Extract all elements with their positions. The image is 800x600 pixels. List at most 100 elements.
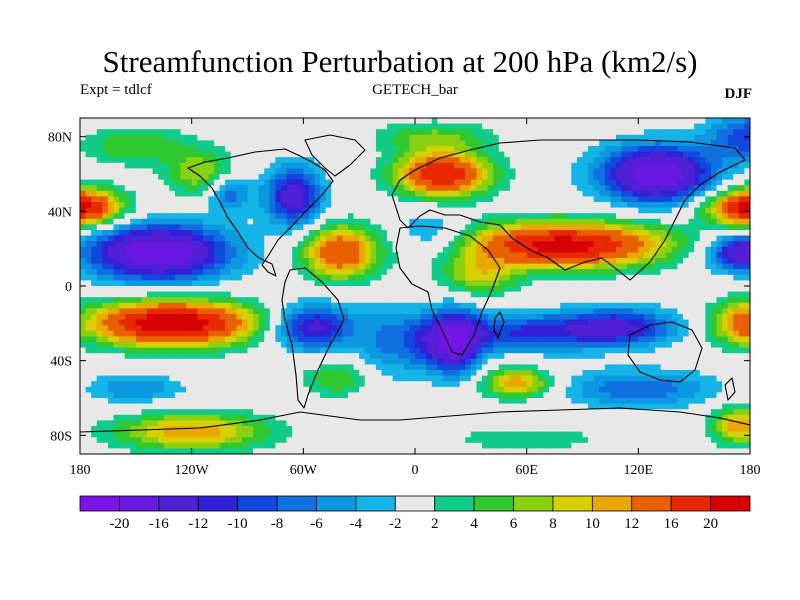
field-cell xyxy=(683,224,690,231)
field-cell xyxy=(576,319,584,326)
field-cell xyxy=(677,185,684,192)
field-cell xyxy=(666,325,673,332)
field-cell xyxy=(80,314,87,321)
field-cell xyxy=(348,134,355,141)
field-cell xyxy=(158,118,165,125)
field-cell xyxy=(454,224,461,231)
field-cell xyxy=(264,151,271,158)
field-cell xyxy=(504,314,511,321)
field-cell xyxy=(727,325,734,332)
field-cell xyxy=(415,342,422,349)
field-cell xyxy=(627,291,634,298)
field-cell xyxy=(135,129,143,136)
field-cell xyxy=(286,330,293,337)
field-cell xyxy=(476,196,483,203)
field-cell xyxy=(476,269,483,276)
field-cell xyxy=(716,230,723,237)
field-cell xyxy=(336,263,344,270)
field-cell xyxy=(275,302,282,309)
field-cell xyxy=(733,179,740,186)
field-cell xyxy=(727,336,734,343)
field-cell xyxy=(398,297,405,304)
field-cell xyxy=(275,319,282,326)
field-cell xyxy=(722,196,729,203)
field-cell xyxy=(275,202,282,209)
field-cell xyxy=(710,258,718,265)
field-cell xyxy=(141,123,148,130)
field-cell xyxy=(509,230,517,237)
field-cell xyxy=(275,269,282,276)
field-cell xyxy=(398,151,405,158)
field-cell xyxy=(476,319,483,326)
field-cell xyxy=(214,151,221,158)
field-cell xyxy=(247,168,254,175)
field-cell xyxy=(683,325,690,332)
field-cell xyxy=(537,174,545,181)
field-cell xyxy=(521,230,528,237)
field-cell xyxy=(152,342,159,349)
field-cell xyxy=(331,196,338,203)
field-cell xyxy=(420,224,427,231)
field-cell xyxy=(392,291,399,298)
field-cell xyxy=(470,269,478,276)
field-cell xyxy=(543,308,550,315)
field-cell xyxy=(515,241,522,248)
field-cell xyxy=(415,218,422,225)
field-cell xyxy=(526,308,533,315)
field-cell xyxy=(515,202,522,209)
field-cell xyxy=(186,202,193,209)
field-cell xyxy=(281,302,288,309)
field-cell xyxy=(571,174,578,181)
field-cell xyxy=(554,168,561,175)
field-cell xyxy=(415,230,422,237)
field-cell xyxy=(610,224,617,231)
field-cell xyxy=(147,252,154,259)
field-cell xyxy=(292,151,299,158)
field-cell xyxy=(269,202,277,209)
field-cell xyxy=(225,168,232,175)
field-cell xyxy=(621,207,628,214)
field-cell xyxy=(147,185,154,192)
field-cell xyxy=(96,179,103,186)
field-cell xyxy=(163,168,170,175)
field-cell xyxy=(320,174,327,181)
field-cell xyxy=(504,235,511,242)
field-cell xyxy=(604,297,612,304)
field-cell xyxy=(208,134,215,141)
field-cell xyxy=(325,319,332,326)
field-cell xyxy=(426,123,433,130)
field-cell xyxy=(666,134,673,141)
field-cell xyxy=(493,280,500,287)
field-cell xyxy=(320,308,327,315)
field-cell xyxy=(214,308,221,315)
field-cell xyxy=(649,202,656,209)
field-cell xyxy=(683,129,690,136)
field-cell xyxy=(258,302,265,309)
field-cell xyxy=(560,308,567,315)
field-cell xyxy=(381,336,388,343)
field-cell xyxy=(241,196,249,203)
field-cell xyxy=(509,291,517,298)
field-cell xyxy=(738,263,746,270)
field-cell xyxy=(147,286,154,293)
field-cell xyxy=(392,302,399,309)
field-cell xyxy=(431,213,438,220)
field-cell xyxy=(147,140,154,147)
field-cell xyxy=(549,291,556,298)
field-cell xyxy=(593,140,600,147)
field-cell xyxy=(353,146,360,153)
field-cell xyxy=(582,286,589,293)
field-cell xyxy=(236,174,243,181)
field-cell xyxy=(465,302,472,309)
field-cell xyxy=(286,280,293,287)
field-cell xyxy=(214,218,221,225)
field-cell xyxy=(643,196,651,203)
field-cell xyxy=(504,118,511,125)
field-cell xyxy=(180,347,187,354)
field-cell xyxy=(314,336,321,343)
field-cell xyxy=(91,263,98,270)
field-cell xyxy=(627,174,634,181)
field-cell xyxy=(509,246,517,253)
field-cell xyxy=(459,134,466,141)
field-cell xyxy=(699,252,706,259)
